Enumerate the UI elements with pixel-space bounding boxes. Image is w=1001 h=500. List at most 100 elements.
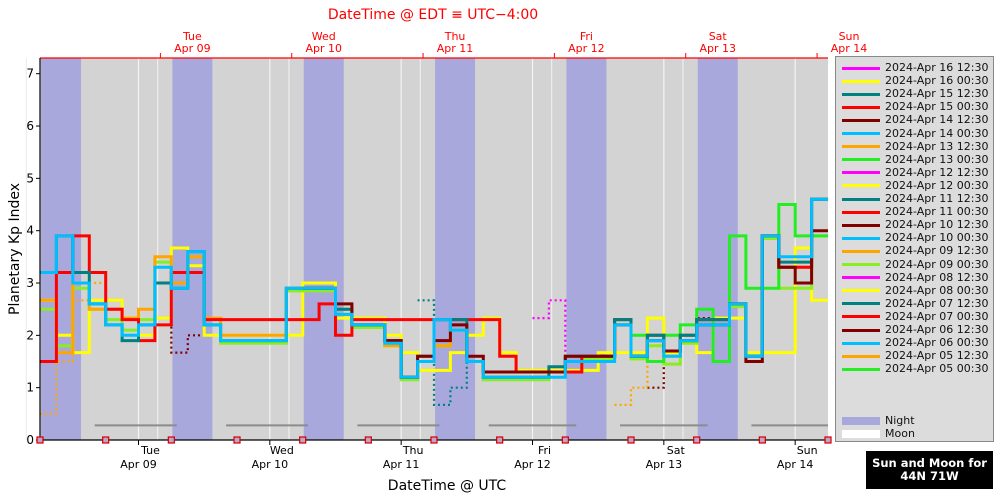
legend-entry: 2024-Apr 08 00:30 — [842, 284, 988, 297]
y-tick-label: 2 — [26, 328, 34, 342]
legend-label: 2024-Apr 06 12:30 — [885, 323, 989, 336]
legend-swatch — [842, 249, 880, 253]
x-tick-day: Sat — [667, 444, 686, 457]
legend-swatch — [842, 315, 880, 319]
top-tick-day: Fri — [580, 30, 593, 43]
sun-moon-marker — [299, 436, 307, 444]
legend-swatch — [842, 105, 880, 109]
legend-swatch — [842, 158, 880, 162]
legend-entry: 2024-Apr 05 12:30 — [842, 349, 988, 362]
legend-entry: 2024-Apr 16 12:30 — [842, 61, 988, 74]
x-tick-day: Wed — [270, 444, 294, 457]
legend-label: 2024-Apr 14 12:30 — [885, 113, 989, 127]
legend-swatch — [842, 263, 880, 266]
top-tick-date: Apr 12 — [568, 42, 605, 55]
x-tick-day: Tue — [140, 444, 160, 457]
legend-label: 2024-Apr 10 12:30 — [885, 218, 989, 232]
legend-entry: 2024-Apr 16 00:30 — [842, 74, 988, 87]
legend-swatch — [842, 145, 880, 149]
legend-entry: 2024-Apr 07 00:30 — [842, 310, 988, 323]
legend-swatch — [842, 236, 880, 240]
legend-label: 2024-Apr 16 00:30 — [885, 74, 989, 88]
legend-label: 2024-Apr 15 00:30 — [885, 100, 989, 114]
legend-label: 2024-Apr 09 12:30 — [885, 244, 989, 258]
y-tick-label: 5 — [26, 171, 34, 185]
legend-label: 2024-Apr 07 00:30 — [885, 309, 989, 323]
legend-entry: 2024-Apr 15 12:30 — [842, 87, 988, 100]
y-axis-label: Planetary Kp Index — [7, 183, 23, 315]
y-tick-label: 4 — [26, 224, 34, 238]
legend-entry: 2024-Apr 13 12:30 — [842, 140, 988, 153]
y-tick-label: 1 — [26, 381, 34, 395]
top-tick-date: Apr 14 — [831, 42, 868, 55]
sun-moon-marker — [430, 436, 438, 444]
legend-entry-moon: Moon — [842, 427, 915, 440]
legend-swatch — [842, 276, 880, 280]
legend-label: 2024-Apr 08 12:30 — [885, 270, 989, 284]
legend-swatch — [842, 367, 880, 371]
legend-label: 2024-Apr 07 12:30 — [885, 296, 989, 310]
legend-entry: 2024-Apr 11 12:30 — [842, 192, 988, 205]
legend-swatch — [842, 92, 880, 96]
axes — [36, 53, 832, 445]
top-tick-date: Apr 11 — [437, 42, 474, 55]
legend-swatch — [842, 197, 880, 201]
legend-label: 2024-Apr 05 12:30 — [885, 349, 989, 363]
legend-label: 2024-Apr 11 00:30 — [885, 205, 989, 219]
kp-series-line — [417, 299, 484, 406]
legend-label: 2024-Apr 16 12:30 — [885, 61, 989, 74]
legend-label: Moon — [885, 427, 915, 440]
legend-swatch — [842, 118, 880, 122]
legend-swatch — [842, 171, 880, 175]
top-tick-day: Sat — [709, 30, 728, 43]
legend-label: 2024-Apr 08 00:30 — [885, 283, 989, 297]
legend-swatch — [842, 79, 880, 83]
y-tick-label: 0 — [26, 433, 34, 447]
legend-entry: 2024-Apr 14 00:30 — [842, 127, 988, 140]
x-tick-date: Apr 13 — [646, 458, 683, 471]
kp-series — [40, 197, 828, 415]
sun-moon-marker — [824, 436, 832, 444]
y-tick-label: 7 — [26, 67, 34, 81]
y-tick-label: 3 — [26, 276, 34, 290]
x-tick-day: Thu — [402, 444, 424, 457]
legend-label: 2024-Apr 12 12:30 — [885, 165, 989, 179]
x-axis-label: DateTime @ UTC — [388, 478, 507, 494]
night-band — [41, 58, 82, 440]
sun-moon-marker — [36, 436, 44, 444]
top-tick-day: Sun — [839, 30, 860, 43]
legend-swatch — [842, 66, 880, 70]
x-tick-day: Fri — [538, 444, 551, 457]
legend-swatch — [842, 210, 880, 214]
top-tick-day: Tue — [182, 30, 202, 43]
legend-label: Night — [885, 414, 915, 427]
sun-moon-marker — [758, 436, 766, 444]
x-tick-date: Apr 14 — [777, 458, 814, 471]
top-tick-day: Wed — [312, 30, 336, 43]
top-tick-day: Thu — [444, 30, 466, 43]
legend-entry: 2024-Apr 08 12:30 — [842, 271, 988, 284]
legend-swatch — [842, 289, 880, 293]
x-tick-date: Apr 10 — [252, 458, 289, 471]
night-band — [435, 58, 476, 440]
legend-swatch — [842, 417, 880, 425]
legend-swatch — [842, 132, 880, 135]
sun-moon-marker — [627, 436, 635, 444]
y-tick-label: 6 — [26, 119, 34, 133]
legend-entry: 2024-Apr 11 00:30 — [842, 205, 988, 218]
night-band — [303, 58, 344, 440]
night-band — [697, 58, 738, 440]
kp-series-line — [302, 229, 828, 379]
sun-moon-marker — [496, 436, 504, 444]
x-tick-date: Apr 11 — [383, 458, 420, 471]
legend-swatch — [842, 430, 880, 438]
legend-label: 2024-Apr 06 00:30 — [885, 336, 989, 350]
legend-entry: 2024-Apr 07 12:30 — [842, 297, 988, 310]
legend-swatch — [842, 302, 880, 306]
legend-label: 2024-Apr 15 12:30 — [885, 87, 989, 101]
x-tick-day: Sun — [797, 444, 818, 457]
chart-title: DateTime @ EDT ≡ UTC−4:00 — [328, 7, 538, 23]
legend-swatch — [842, 184, 880, 188]
